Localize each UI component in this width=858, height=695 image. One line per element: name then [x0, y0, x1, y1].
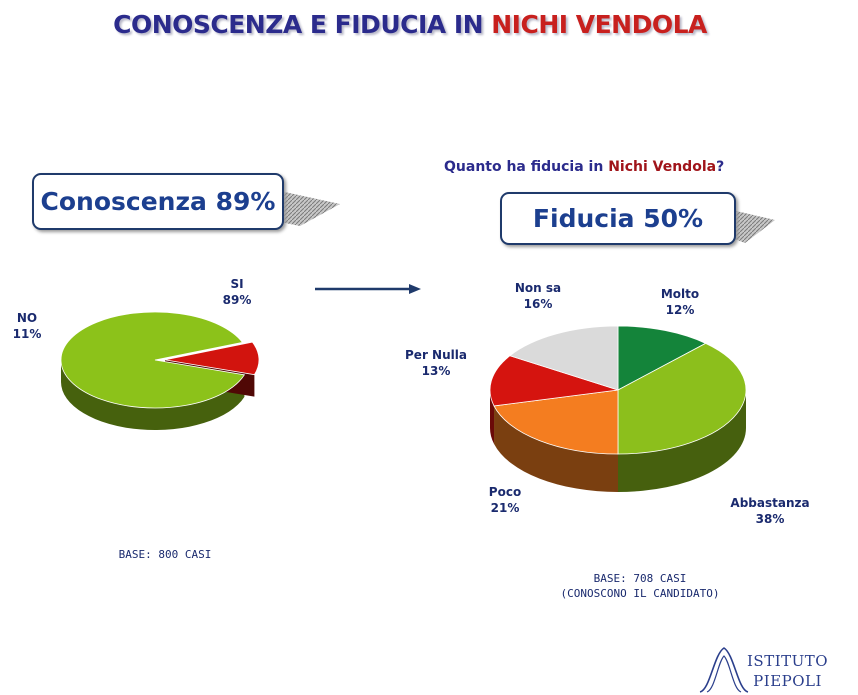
base-note-left: BASE: 800 CASI — [118, 548, 212, 561]
slice-label-no: NO 11% — [2, 310, 52, 342]
base-note-right-line1: BASE: 708 CASI — [593, 572, 687, 585]
slice-per-nulla-value: 13% — [421, 364, 451, 378]
fiducia-question: Quanto ha fiducia in Nichi Vendola? — [444, 159, 724, 175]
slice-si-value: 89% — [222, 293, 252, 307]
logo-text: ISTITUTO PIEPOLI — [747, 651, 828, 691]
fiducia-badge: Fiducia 50% — [500, 192, 736, 245]
slice-si-name: SI — [230, 277, 244, 291]
pie-slice-abbastanza — [617, 342, 747, 455]
base-note-right-line2: (CONOSCONO IL CANDIDATO) — [560, 587, 720, 600]
pie-chart-fiducia — [489, 325, 747, 492]
pie-wall-si — [61, 360, 245, 430]
title-main-text: CONOSCENZA E FIDUCIA IN — [113, 10, 492, 39]
badge-callout-shadow-right — [732, 210, 775, 243]
question-mark: ? — [716, 159, 725, 175]
slice-abbastanza-value: 38% — [755, 512, 785, 526]
slice-label-si: SI 89% — [210, 276, 264, 308]
slice-per-nulla-name: Per Nulla — [405, 348, 467, 362]
pie-slice-non-sa — [509, 325, 619, 391]
pie-wall-per-nulla — [490, 390, 495, 444]
slice-poco-name: Poco — [488, 485, 522, 499]
pie-slice-poco — [493, 389, 619, 455]
slice-no-name: NO — [16, 311, 38, 325]
slice-molto-value: 12% — [665, 303, 695, 317]
slice-label-non-sa: Non sa 16% — [500, 280, 576, 312]
pie-slice-no — [164, 341, 260, 376]
pie-slice-molto — [617, 325, 707, 391]
page-title: CONOSCENZA E FIDUCIA IN NICHI VENDOLA — [0, 10, 820, 39]
slice-no-value: 11% — [12, 327, 42, 341]
title-highlight-text: NICHI VENDOLA — [491, 10, 707, 39]
slice-molto-name: Molto — [660, 287, 700, 301]
pie-slice-si — [60, 311, 246, 409]
slice-non-sa-value: 16% — [523, 297, 553, 311]
question-text: Quanto ha fiducia in — [444, 159, 609, 175]
slice-label-poco: Poco 21% — [470, 484, 540, 516]
pie-wall-poco — [494, 405, 618, 492]
logo-line2: PIEPOLI — [753, 672, 822, 690]
slice-poco-value: 21% — [490, 501, 520, 515]
pie-chart-conoscenza — [60, 311, 260, 430]
slice-label-abbastanza: Abbastanza 38% — [715, 495, 825, 527]
slice-abbastanza-name: Abbastanza — [730, 496, 810, 510]
conoscenza-badge: Conoscenza 89% — [32, 173, 284, 230]
pie-wall-abbastanza — [618, 390, 746, 492]
pie-slice-per-nulla — [489, 355, 619, 407]
slice-label-per-nulla: Per Nulla 13% — [396, 347, 476, 379]
base-note-right: BASE: 708 CASI (CONOSCONO IL CANDIDATO) — [510, 571, 770, 601]
istituto-piepoli-logo-icon — [699, 647, 749, 693]
slice-non-sa-name: Non sa — [514, 281, 562, 295]
slice-label-molto: Molto 12% — [640, 286, 720, 318]
question-name: Nichi Vendola — [608, 159, 717, 175]
arrow-connector — [315, 284, 421, 294]
logo-line1: ISTITUTO — [747, 652, 829, 670]
badge-callout-shadow-left — [280, 191, 340, 226]
